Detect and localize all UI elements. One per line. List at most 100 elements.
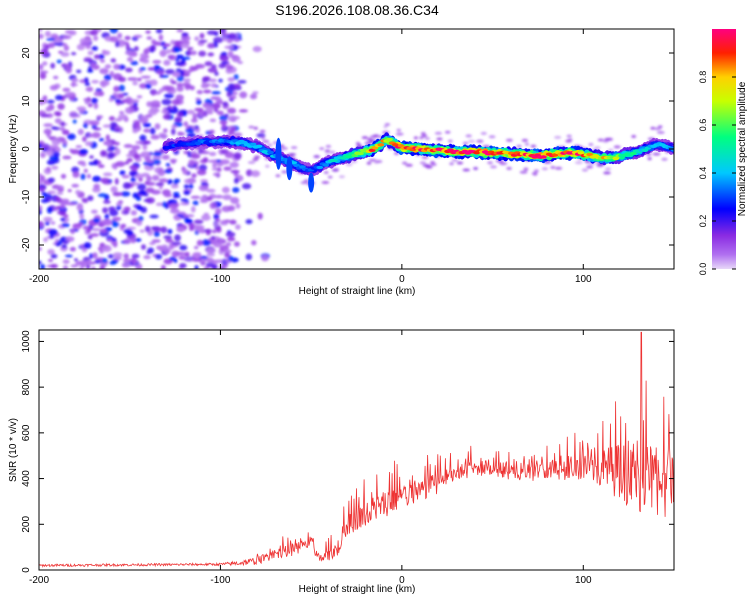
- noise-speckle: [54, 151, 60, 158]
- noise-speckle: [319, 147, 325, 151]
- noise-speckle: [183, 190, 191, 196]
- noise-speckle: [212, 172, 220, 177]
- noise-speckle: [80, 173, 86, 180]
- noise-speckle: [516, 144, 522, 148]
- noise-speckle: [211, 264, 218, 269]
- snr-series-line: [39, 331, 674, 568]
- noise-speckle: [161, 154, 170, 160]
- noise-speckle: [331, 168, 339, 172]
- noise-speckle: [186, 179, 196, 184]
- noise-speckle: [323, 171, 329, 174]
- noise-speckle: [554, 135, 562, 139]
- snr-y-axis-label: SNR (10 * v/v): [8, 418, 19, 482]
- noise-speckle: [114, 178, 119, 185]
- noise-speckle: [175, 94, 184, 101]
- noise-speckle: [60, 204, 66, 209]
- noise-speckle: [476, 139, 484, 143]
- noise-speckle: [48, 229, 58, 236]
- noise-speckle: [228, 83, 235, 88]
- y-tick-label: 1000: [21, 330, 32, 353]
- noise-speckle: [83, 122, 88, 129]
- noise-speckle: [566, 134, 572, 138]
- ridge-cell: [540, 155, 547, 159]
- x-tick-label: -100: [210, 575, 230, 586]
- colorbar-ticks: 0.0 0.2 0.4 0.6 0.8: [698, 71, 736, 275]
- noise-speckle: [49, 42, 55, 49]
- colorbar-tick-label: 0.4: [698, 167, 708, 180]
- noise-speckle: [149, 127, 156, 135]
- noise-speckle: [109, 70, 115, 77]
- noise-speckle: [98, 164, 105, 169]
- noise-speckle: [594, 146, 601, 150]
- noise-speckle: [198, 112, 204, 118]
- noise-speckle: [183, 213, 188, 218]
- noise-speckle: [39, 72, 47, 80]
- noise-speckle: [194, 107, 204, 112]
- noise-speckle: [51, 146, 61, 153]
- noise-speckle: [205, 258, 213, 263]
- noise-speckle: [138, 177, 143, 182]
- noise-speckle: [225, 242, 232, 247]
- noise-speckle: [225, 231, 236, 238]
- noise-speckle: [103, 200, 111, 204]
- noise-speckle: [221, 205, 232, 213]
- noise-speckle: [157, 169, 166, 177]
- noise-speckle: [147, 67, 157, 71]
- noise-speckle: [42, 61, 48, 66]
- noise-speckle: [231, 127, 236, 131]
- noise-speckle: [89, 30, 98, 36]
- noise-speckle: [130, 210, 137, 216]
- noise-speckle: [60, 198, 70, 203]
- noise-speckle: [117, 32, 123, 39]
- noise-speckle: [136, 205, 144, 211]
- noise-speckle: [177, 211, 186, 215]
- noise-speckle: [222, 101, 229, 107]
- noise-speckle: [153, 151, 162, 157]
- noise-speckle: [60, 173, 67, 179]
- noise-speckle: [113, 242, 118, 248]
- noise-speckle: [574, 161, 583, 165]
- y-tick-label: 0: [21, 567, 32, 573]
- noise-speckle: [146, 250, 151, 255]
- noise-speckle: [151, 189, 161, 195]
- noise-speckle: [219, 55, 229, 62]
- noise-speckle: [56, 191, 64, 195]
- noise-speckle: [187, 49, 191, 56]
- noise-speckle: [133, 34, 143, 39]
- noise-speckle: [519, 170, 528, 174]
- noise-speckle: [112, 252, 123, 258]
- noise-speckle: [143, 122, 151, 128]
- noise-speckle: [227, 129, 235, 136]
- noise-speckle: [192, 200, 199, 206]
- noise-speckle: [209, 202, 217, 210]
- noise-speckle: [59, 126, 66, 131]
- ridge-cell: [194, 141, 202, 146]
- noise-speckle: [39, 247, 42, 251]
- noise-speckle: [62, 87, 71, 92]
- noise-speckle: [93, 183, 100, 189]
- noise-speckle: [524, 142, 530, 146]
- ridge-cell: [357, 151, 364, 156]
- noise-speckle: [165, 163, 171, 167]
- noise-speckle: [211, 236, 216, 240]
- noise-speckle: [168, 203, 178, 210]
- noise-speckle: [50, 263, 58, 269]
- noise-speckle: [163, 128, 168, 133]
- noise-speckle: [149, 214, 159, 219]
- noise-speckle: [93, 35, 99, 41]
- noise-speckle: [205, 228, 211, 236]
- noise-speckle: [88, 161, 96, 166]
- noise-speckle: [402, 161, 408, 165]
- snr-background: [39, 330, 674, 570]
- noise-speckle: [143, 161, 150, 166]
- noise-speckle: [480, 131, 487, 135]
- noise-speckle: [206, 252, 215, 257]
- noise-speckle: [71, 52, 77, 56]
- noise-speckle: [200, 83, 209, 89]
- y-tick-label: -20: [21, 237, 32, 252]
- noise-speckle: [86, 228, 91, 233]
- noise-speckle: [123, 228, 132, 234]
- noise-speckle: [42, 95, 48, 101]
- noise-speckle: [227, 237, 236, 242]
